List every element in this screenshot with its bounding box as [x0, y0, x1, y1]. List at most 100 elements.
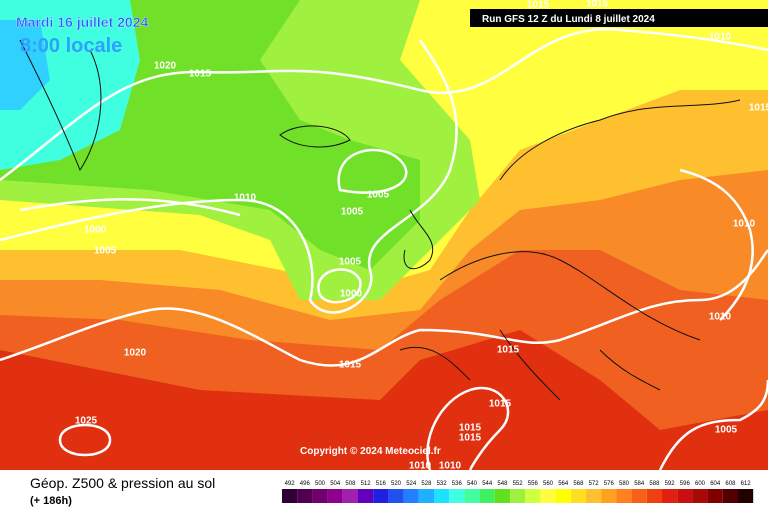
isobar-label: 1005	[715, 425, 738, 436]
legend-swatch	[570, 489, 586, 503]
isobar-label: 1015	[527, 0, 550, 11]
legend-swatch	[510, 489, 526, 503]
legend-label: 528	[421, 481, 432, 487]
legend-label: 496	[300, 481, 311, 487]
forecast-lead: (+ 186h)	[30, 495, 72, 507]
color-legend: 492 496 500 504 508 512 516 520 524 528 532 536 540 5…	[282, 481, 754, 503]
legend-label: 604	[710, 481, 721, 487]
legend-label: 516	[376, 481, 387, 487]
legend-swatch	[479, 489, 495, 503]
legend-label: 552	[513, 481, 524, 487]
isobar-label: 1000	[84, 225, 107, 236]
legend-swatch	[358, 489, 374, 503]
isobars	[0, 27, 768, 471]
isobar-label: 1015	[489, 399, 512, 410]
legend-swatch	[464, 489, 480, 503]
legend-swatch	[707, 489, 723, 503]
isobar-label: 1010	[409, 461, 432, 472]
legend-label: 548	[497, 481, 508, 487]
legend-swatch	[646, 489, 662, 503]
isobar-label: 1010	[733, 219, 756, 230]
forecast-time: 8:00 locale	[20, 35, 122, 57]
isobar-label: 1015	[189, 69, 212, 80]
legend-swatch	[342, 489, 358, 503]
legend-label: 500	[315, 481, 326, 487]
legend-swatch	[388, 489, 404, 503]
isobar-label: 1005	[339, 257, 362, 268]
isobar-label: 1015	[459, 423, 482, 434]
legend-label: 588	[649, 481, 660, 487]
isobar-label: 1015	[459, 433, 482, 444]
isobar-label: 1010	[439, 461, 462, 472]
legend-label: 560	[543, 481, 554, 487]
legend-swatch	[601, 489, 617, 503]
legend-swatch	[494, 489, 510, 503]
legend-swatch	[540, 489, 556, 503]
isobar-label: 1010	[709, 32, 732, 43]
legend-label: 568	[573, 481, 584, 487]
isobar-label: 1000	[340, 289, 363, 300]
legend-label: 600	[695, 481, 706, 487]
legend-label: 576	[604, 481, 615, 487]
legend-swatch	[403, 489, 419, 503]
run-info: Run GFS 12 Z du Lundi 8 juillet 2024	[482, 14, 655, 25]
legend-label: 524	[406, 481, 417, 487]
legend-label: 504	[330, 481, 341, 487]
map: 1020101510151015101010151010100510051000…	[0, 0, 768, 472]
legend-swatch	[282, 489, 298, 503]
legend-swatch	[434, 489, 450, 503]
legend-label: 580	[619, 481, 630, 487]
isobar-label: 1010	[709, 312, 732, 323]
legend-swatch	[555, 489, 571, 503]
legend-swatch	[297, 489, 313, 503]
isobar-label: 1010	[234, 193, 257, 204]
legend-swatch	[312, 489, 328, 503]
isobar-label: 1015	[497, 345, 520, 356]
legend-label: 532	[437, 481, 448, 487]
legend-label: 572	[589, 481, 600, 487]
legend-swatch	[373, 489, 389, 503]
isobar-labels: 1020101510151015101010151010100510051000…	[75, 0, 768, 472]
legend-swatch	[738, 489, 754, 503]
legend-label: 608	[725, 481, 736, 487]
copyright: Copyright © 2024 Meteociel.fr	[300, 446, 441, 457]
legend-label: 508	[345, 481, 356, 487]
legend-swatch	[722, 489, 738, 503]
coastlines	[19, 39, 741, 401]
isobar-label: 1015	[586, 0, 609, 10]
legend-label: 556	[528, 481, 539, 487]
footer-title: Géop. Z500 & pression au sol	[30, 475, 215, 491]
forecast-date: Mardi 16 juillet 2024	[16, 14, 148, 30]
legend-swatch	[586, 489, 602, 503]
isobar-label: 1015	[339, 360, 362, 371]
legend-label: 584	[634, 481, 645, 487]
isobar-label: 1025	[75, 416, 98, 427]
isobar-label: 1020	[154, 61, 177, 72]
legend-label: 596	[680, 481, 691, 487]
legend-swatch	[616, 489, 632, 503]
legend-label: 536	[452, 481, 463, 487]
legend-label: 540	[467, 481, 478, 487]
isobar-label: 1020	[124, 348, 147, 359]
isobar-label: 1005	[94, 246, 117, 257]
legend-label: 520	[391, 481, 402, 487]
legend-swatch	[525, 489, 541, 503]
isobar-label: 1005	[367, 190, 390, 201]
legend-swatch	[677, 489, 693, 503]
legend-swatch	[692, 489, 708, 503]
isobar-label: 1015	[749, 103, 768, 114]
legend-swatch	[662, 489, 678, 503]
field-blue	[0, 20, 50, 110]
legend-label: 544	[482, 481, 493, 487]
legend-swatch	[327, 489, 343, 503]
legend-label: 592	[665, 481, 676, 487]
run-box	[470, 9, 768, 27]
legend-swatch	[631, 489, 647, 503]
legend-label: 612	[741, 481, 752, 487]
legend-swatch	[418, 489, 434, 503]
legend-swatch	[449, 489, 465, 503]
isobar-label: 1005	[341, 207, 364, 218]
legend-label: 492	[285, 481, 296, 487]
legend-label: 512	[361, 481, 372, 487]
